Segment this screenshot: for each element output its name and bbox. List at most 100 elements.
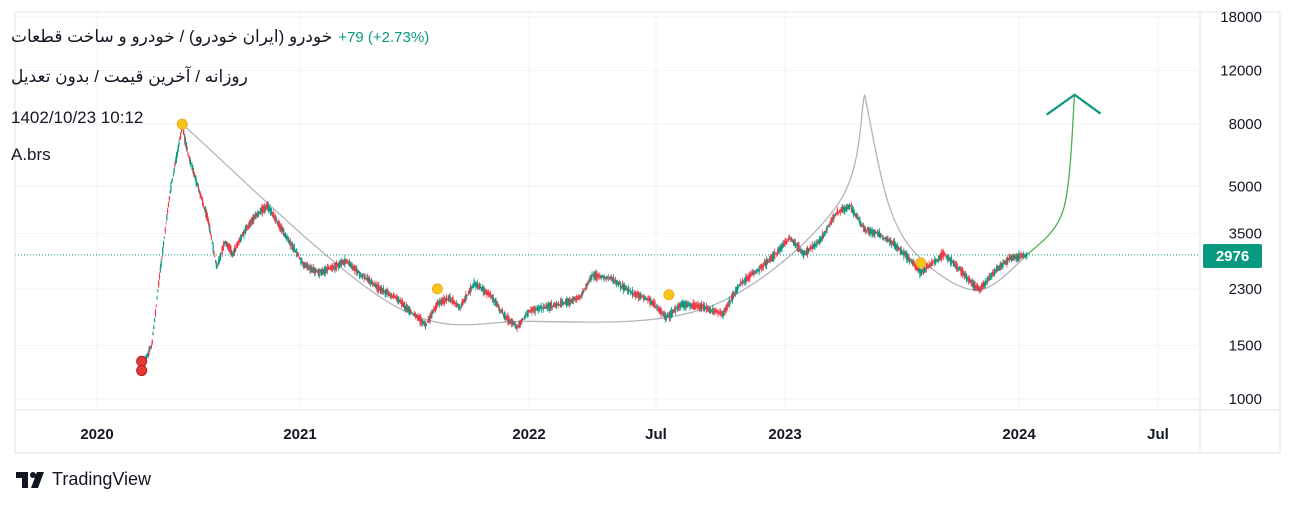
candle-body <box>350 264 352 267</box>
candle-body <box>1006 257 1008 265</box>
candle-body <box>229 246 231 252</box>
candle-body <box>539 307 541 309</box>
candle-body <box>863 227 866 232</box>
candle-body <box>561 301 564 304</box>
candle-body <box>177 145 179 150</box>
candle-body <box>252 216 254 222</box>
candle-body <box>625 286 628 291</box>
candle-body <box>495 300 497 307</box>
candle-body <box>745 276 747 284</box>
candle-body <box>405 304 407 311</box>
candle-body <box>150 345 153 349</box>
candle-body <box>867 227 869 234</box>
candle-body <box>180 130 183 132</box>
candle-body <box>1021 253 1023 258</box>
symbol-title[interactable]: خودرو (ایران خودرو) / خودرو و ساخت قطعات <box>11 27 333 46</box>
x-tick-label: 2021 <box>283 426 316 443</box>
candle-body <box>149 347 152 349</box>
candle-body <box>965 273 967 278</box>
candle-body <box>357 269 359 274</box>
candle-body <box>279 226 282 230</box>
candle-body <box>639 293 641 299</box>
candle-body <box>557 301 560 306</box>
candle-body <box>444 298 446 303</box>
candle-body <box>277 221 279 226</box>
candle-body <box>373 283 375 285</box>
candle-body <box>930 263 932 266</box>
candle-body <box>294 250 296 252</box>
candle-body <box>296 254 299 256</box>
candle-body <box>738 284 741 286</box>
candle-body <box>575 298 577 300</box>
candle-body <box>583 290 585 293</box>
candle-body <box>1014 256 1016 259</box>
candle-body <box>892 240 895 247</box>
candle-body <box>548 303 550 311</box>
candle-body <box>734 289 737 294</box>
candle-body <box>1009 254 1011 261</box>
candle-body <box>146 355 148 357</box>
candle-body <box>533 308 535 312</box>
candle-body <box>953 262 956 266</box>
candle-body <box>919 269 921 275</box>
tradingview-brand[interactable]: TradingView <box>16 469 151 490</box>
candle-body <box>266 202 269 209</box>
candle-body <box>640 293 642 299</box>
candle-body <box>804 252 807 254</box>
candle-body <box>804 251 806 255</box>
candle-body <box>612 277 614 284</box>
candle-body <box>881 236 883 238</box>
candle-body <box>431 311 433 318</box>
candle-body <box>690 303 692 308</box>
candle-body <box>999 262 1001 271</box>
candle-body <box>547 304 549 309</box>
candle-body <box>813 243 815 248</box>
candle-body <box>644 296 646 300</box>
candle-body <box>401 300 403 307</box>
candle-body <box>592 275 594 277</box>
candle-body <box>487 292 489 295</box>
candle-body <box>516 325 518 329</box>
candle-body <box>227 244 230 249</box>
candle-body <box>697 304 699 308</box>
candle-body <box>467 295 469 297</box>
candle-body <box>195 177 197 184</box>
candle-body <box>281 226 283 232</box>
candle-body <box>201 197 203 200</box>
candle-body <box>922 267 925 274</box>
candle-body <box>1002 260 1004 268</box>
candle-body <box>939 253 941 260</box>
candle-body <box>480 287 482 292</box>
candle-body <box>218 258 220 264</box>
candle-body <box>685 301 687 309</box>
candle-body <box>479 286 482 289</box>
candle-body <box>172 174 174 176</box>
candle-body <box>772 254 774 262</box>
candle-body <box>488 291 490 296</box>
alert-marker <box>136 365 148 377</box>
candle-body <box>201 198 204 205</box>
candle-body <box>462 300 464 305</box>
candle-body <box>587 280 589 286</box>
candle-body <box>206 211 208 218</box>
candle-body <box>900 247 902 254</box>
candle-body <box>453 301 455 303</box>
candle-body <box>486 289 488 296</box>
candle-body <box>928 263 930 268</box>
candle-body <box>167 209 169 213</box>
candle-body <box>968 277 970 282</box>
candle-body <box>1001 263 1003 268</box>
candle-body <box>180 132 182 138</box>
candle-body <box>249 219 252 226</box>
candle-body <box>171 182 173 184</box>
candle-body <box>841 206 843 212</box>
candle-body <box>412 313 415 315</box>
candle-body <box>730 296 732 301</box>
candle-body <box>687 302 689 308</box>
candle-body <box>251 217 253 223</box>
candle-body <box>1005 261 1007 263</box>
candle-body <box>366 277 368 281</box>
candle-body <box>735 287 738 293</box>
candle-body <box>408 305 410 314</box>
